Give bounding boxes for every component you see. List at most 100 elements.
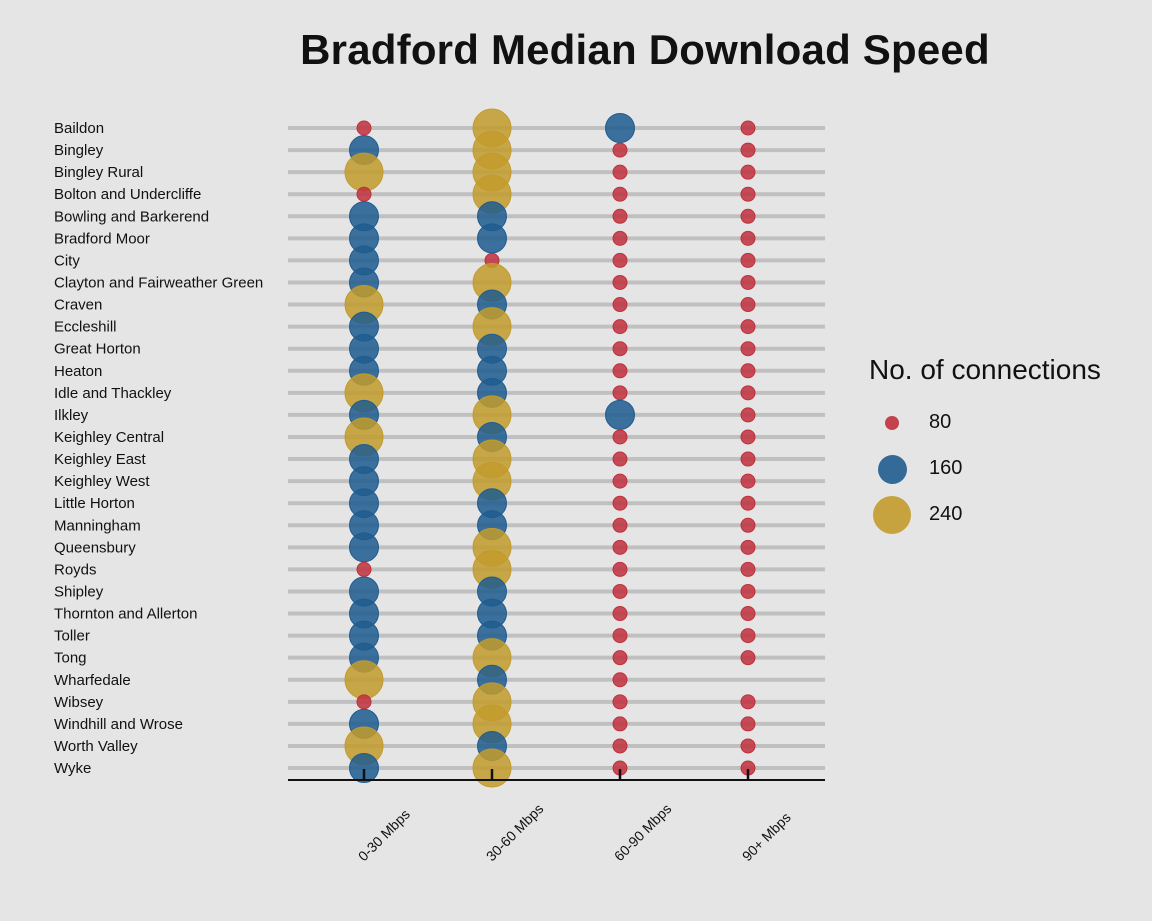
legend-dot-160 [877,454,907,484]
row-label: Keighley West [54,473,150,490]
row-label: Tong [54,650,87,667]
data-point [612,517,628,533]
data-point [612,451,628,467]
data-point [740,230,756,246]
data-point [612,164,628,180]
row-label: Little Horton [54,495,135,512]
data-point [612,429,628,445]
data-point [349,532,379,563]
data-point [344,152,384,192]
row-label: Royds [54,561,97,578]
row-label: Worth Valley [54,738,138,755]
data-point [356,561,372,577]
row-label: Thornton and Allerton [54,606,197,623]
legend-dot-240 [873,496,911,534]
row-label: Craven [54,297,102,314]
legend-title: No. of connections [869,354,1101,385]
data-point [740,694,756,710]
data-point [740,495,756,511]
row-label: Idle and Thackley [54,385,172,402]
data-point [740,407,756,423]
data-point [740,252,756,268]
row-label: Wyke [54,760,91,777]
row-label: Shipley [54,583,104,600]
data-point [612,341,628,357]
data-point [612,208,628,224]
data-point [349,753,379,784]
data-point [740,208,756,224]
row-label: Baildon [54,120,104,137]
data-point [472,748,512,788]
row-label: Wibsey [54,694,104,711]
data-point [356,186,372,202]
data-point [740,429,756,445]
data-point [612,738,628,754]
data-point [612,142,628,158]
data-point [612,583,628,599]
data-point [740,142,756,158]
data-point [612,561,628,577]
legend-label-160: 160 [929,457,963,479]
legend: No. of connections 80 160 240 [869,354,1101,534]
row-label: Bolton and Undercliffe [54,186,201,203]
data-point [605,113,635,143]
row-label: Keighley East [54,451,147,468]
data-point [612,297,628,313]
legend-label-240: 240 [929,503,963,525]
data-point [612,274,628,290]
data-point [612,230,628,246]
data-point [612,650,628,666]
chart-title: Bradford Median Download Speed [300,26,990,73]
data-point [612,495,628,511]
row-label: Clayton and Fairweather Green [54,274,263,291]
legend-label-80: 80 [929,411,952,433]
data-point [740,319,756,335]
data-point [740,716,756,732]
legend-item-160: 160 [869,446,1009,492]
x-tick-label: 60-90 Mbps [611,801,675,865]
data-point [740,473,756,489]
data-point [612,539,628,555]
data-point [740,628,756,644]
data-point [612,694,628,710]
data-point [740,341,756,357]
data-point [612,473,628,489]
dot-plot: Baildon Bingley Bingley Rural Bolton and Un… [54,108,825,865]
data-point [740,539,756,555]
row-label: Heaton [54,363,102,380]
row-label: Bowling and Barkerend [54,208,209,225]
data-point [356,120,372,136]
data-point [740,606,756,622]
row-label: Windhill and Wrose [54,716,183,733]
row-label: Bradford Moor [54,230,150,247]
data-point [612,385,628,401]
row-label: Eccleshill [54,319,117,336]
data-point [740,385,756,401]
data-point [740,274,756,290]
legend-item-240: 240 [869,492,1009,538]
row-label: Queensbury [54,539,136,556]
row-label: Toller [54,628,90,645]
row-label: Ilkley [54,407,89,424]
row-label: Keighley Central [54,429,164,446]
data-point [605,399,635,430]
data-point [612,252,628,268]
data-point [740,164,756,180]
data-point [740,583,756,599]
data-point [344,660,384,700]
data-point [740,517,756,533]
x-tick-label: 90+ Mbps [739,809,794,864]
legend-item-80: 80 [869,400,1009,446]
data-point [356,694,372,710]
data-point [740,650,756,666]
data-point [612,186,628,202]
row-label: Wharfedale [54,672,131,689]
data-point [612,672,628,688]
row-label: Manningham [54,517,141,534]
row-label: Bingley Rural [54,164,143,181]
data-point [612,716,628,732]
row-label: Great Horton [54,341,141,358]
data-point [740,297,756,313]
data-point [740,451,756,467]
data-point [740,120,756,136]
